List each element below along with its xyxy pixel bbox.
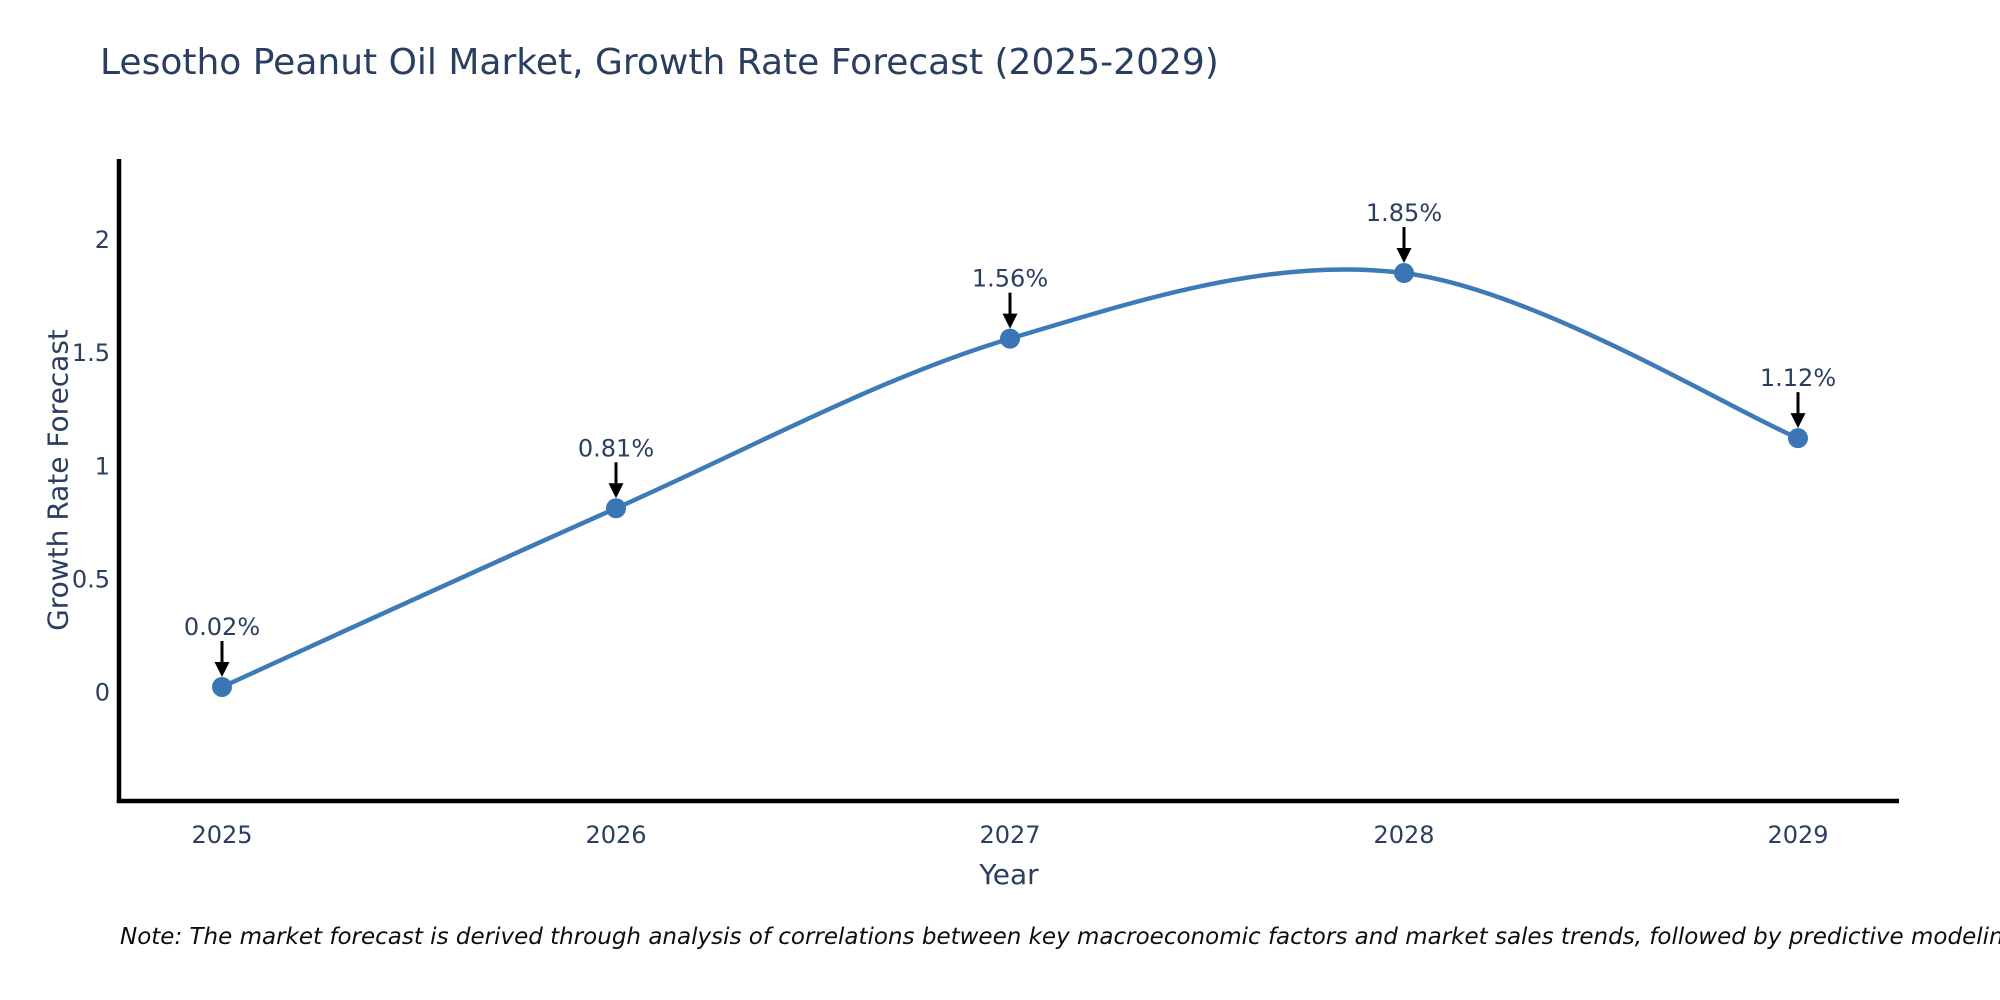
annotation-label: 1.85% — [1366, 199, 1442, 227]
annotation-label: 0.81% — [578, 434, 654, 462]
annotation-label: 0.02% — [184, 613, 260, 641]
data-point-marker — [1000, 328, 1020, 349]
x-tick-label: 2027 — [979, 821, 1040, 849]
x-tick-label: 2028 — [1373, 821, 1434, 849]
footnote: Note: The market forecast is derived thr… — [120, 924, 2000, 950]
y-tick-label: 1.5 — [72, 339, 110, 367]
data-point-marker — [212, 676, 232, 697]
annotation-arrowhead — [1396, 248, 1412, 264]
x-tick-label: 2029 — [1767, 821, 1828, 849]
x-axis-title: Year — [979, 858, 1039, 891]
data-point-marker — [606, 498, 626, 519]
chart-title: Lesotho Peanut Oil Market, Growth Rate F… — [100, 42, 1219, 83]
x-tick-label: 2025 — [191, 821, 252, 849]
axis-ticks: 0 0.5 1 1.5 2 2025 2026 2027 2028 2029 — [72, 226, 1829, 849]
data-point-markers — [212, 263, 1808, 697]
annotation-arrowhead — [1002, 313, 1018, 329]
y-tick-label: 0 — [95, 679, 110, 707]
annotation-arrowhead — [608, 483, 624, 499]
annotation-arrowhead — [1790, 413, 1806, 429]
y-axis-title: Growth Rate Forecast — [41, 329, 75, 631]
x-tick-label: 2026 — [585, 821, 646, 849]
y-tick-label: 0.5 — [72, 565, 110, 593]
y-tick-label: 1 — [95, 452, 110, 480]
y-tick-label: 2 — [95, 226, 110, 254]
annotation-label: 1.56% — [972, 265, 1048, 293]
data-point-marker — [1788, 428, 1808, 449]
point-annotations: 0.02% 0.81% 1.56% 1.85% 1.12% — [184, 199, 1836, 677]
annotation-arrowhead — [214, 661, 230, 677]
annotation-label: 1.12% — [1760, 364, 1836, 392]
data-point-marker — [1394, 263, 1414, 284]
